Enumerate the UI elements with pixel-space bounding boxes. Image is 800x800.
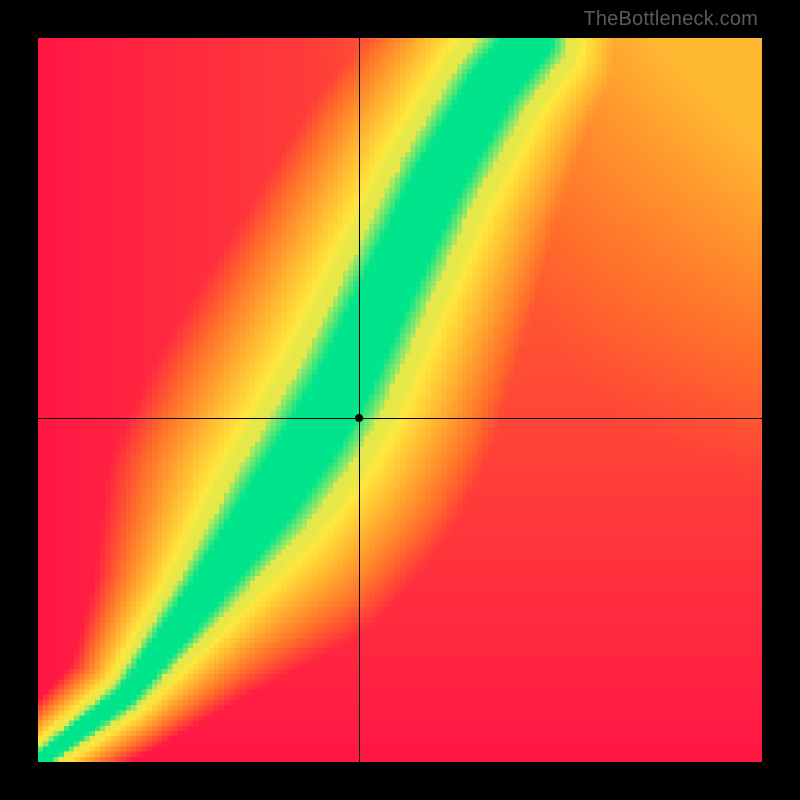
watermark-text: TheBottleneck.com xyxy=(583,8,758,31)
heatmap-canvas xyxy=(38,38,762,762)
heatmap-plot xyxy=(38,38,762,762)
